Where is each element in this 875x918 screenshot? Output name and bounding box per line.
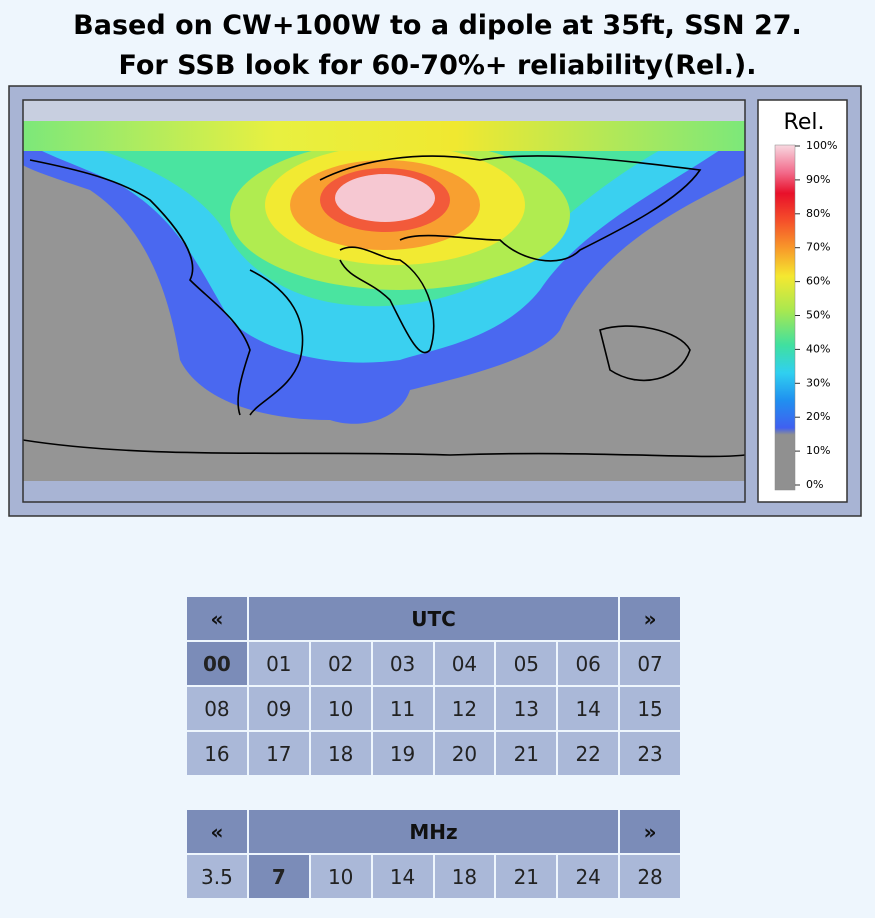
legend-tick-label: 30%: [806, 376, 830, 389]
option-cell[interactable]: 3.5: [187, 855, 249, 900]
option-cell[interactable]: 09: [248, 687, 311, 732]
legend-title: Rel.: [784, 110, 825, 135]
option-cell[interactable]: 23: [620, 732, 682, 777]
legend-tick-label: 90%: [806, 173, 830, 186]
option-cell[interactable]: 03: [372, 642, 435, 687]
option-cell[interactable]: 14: [372, 855, 435, 900]
map-panel: Rel. 100% 90% 80% 70% 60% 50% 40% 30% 20% 10% 0%: [8, 85, 862, 517]
option-cell[interactable]: 15: [620, 687, 682, 732]
next-button[interactable]: »: [620, 597, 682, 642]
option-cell[interactable]: 11: [372, 687, 435, 732]
option-cell[interactable]: 13: [496, 687, 559, 732]
map: [23, 100, 745, 502]
table-header: UTC: [248, 597, 621, 642]
title-line: For SSB look for 60-70%+ reliability(Rel…: [118, 50, 757, 81]
option-cell[interactable]: 10: [310, 855, 373, 900]
legend-tick-label: 80%: [806, 207, 830, 220]
legend-tick-label: 100%: [806, 139, 837, 152]
option-cell[interactable]: 04: [434, 642, 497, 687]
option-cell[interactable]: 02: [310, 642, 373, 687]
table-header: MHz: [248, 810, 621, 855]
option-cell[interactable]: 08: [187, 687, 249, 732]
legend-tick-label: 0%: [806, 478, 823, 491]
title-line: Based on CW+100W to a dipole at 35ft, SS…: [73, 10, 802, 41]
option-cell[interactable]: 28: [620, 855, 682, 900]
option-cell[interactable]: 05: [496, 642, 559, 687]
prev-button[interactable]: «: [187, 810, 249, 855]
legend-tick-label: 50%: [806, 309, 830, 322]
next-button[interactable]: »: [620, 810, 682, 855]
option-cell[interactable]: 22: [558, 732, 621, 777]
legend-box: [757, 99, 848, 503]
legend-tick-label: 10%: [806, 444, 830, 457]
option-cell[interactable]: 17: [248, 732, 311, 777]
option-cell[interactable]: 20: [434, 732, 497, 777]
option-cell[interactable]: 21: [496, 732, 559, 777]
option-cell[interactable]: 07: [620, 642, 682, 687]
option-cell[interactable]: 21: [496, 855, 559, 900]
color-bar: [774, 144, 796, 491]
option-cell[interactable]: 00: [187, 642, 249, 687]
legend-tick-label: 40%: [806, 342, 830, 355]
option-cell[interactable]: 19: [372, 732, 435, 777]
legend-tick-label: 60%: [806, 275, 830, 288]
option-cell[interactable]: 7: [248, 855, 311, 900]
option-cell[interactable]: 14: [558, 687, 621, 732]
option-cell[interactable]: 12: [434, 687, 497, 732]
option-cell[interactable]: 16: [187, 732, 249, 777]
option-cell[interactable]: 01: [248, 642, 311, 687]
legend-tick-label: 20%: [806, 410, 830, 423]
option-cell[interactable]: 24: [558, 855, 621, 900]
option-cell[interactable]: 18: [310, 732, 373, 777]
legend-tick-label: 70%: [806, 241, 830, 254]
prev-button[interactable]: «: [187, 597, 249, 642]
option-cell[interactable]: 18: [434, 855, 497, 900]
option-cell[interactable]: 06: [558, 642, 621, 687]
option-cell[interactable]: 10: [310, 687, 373, 732]
